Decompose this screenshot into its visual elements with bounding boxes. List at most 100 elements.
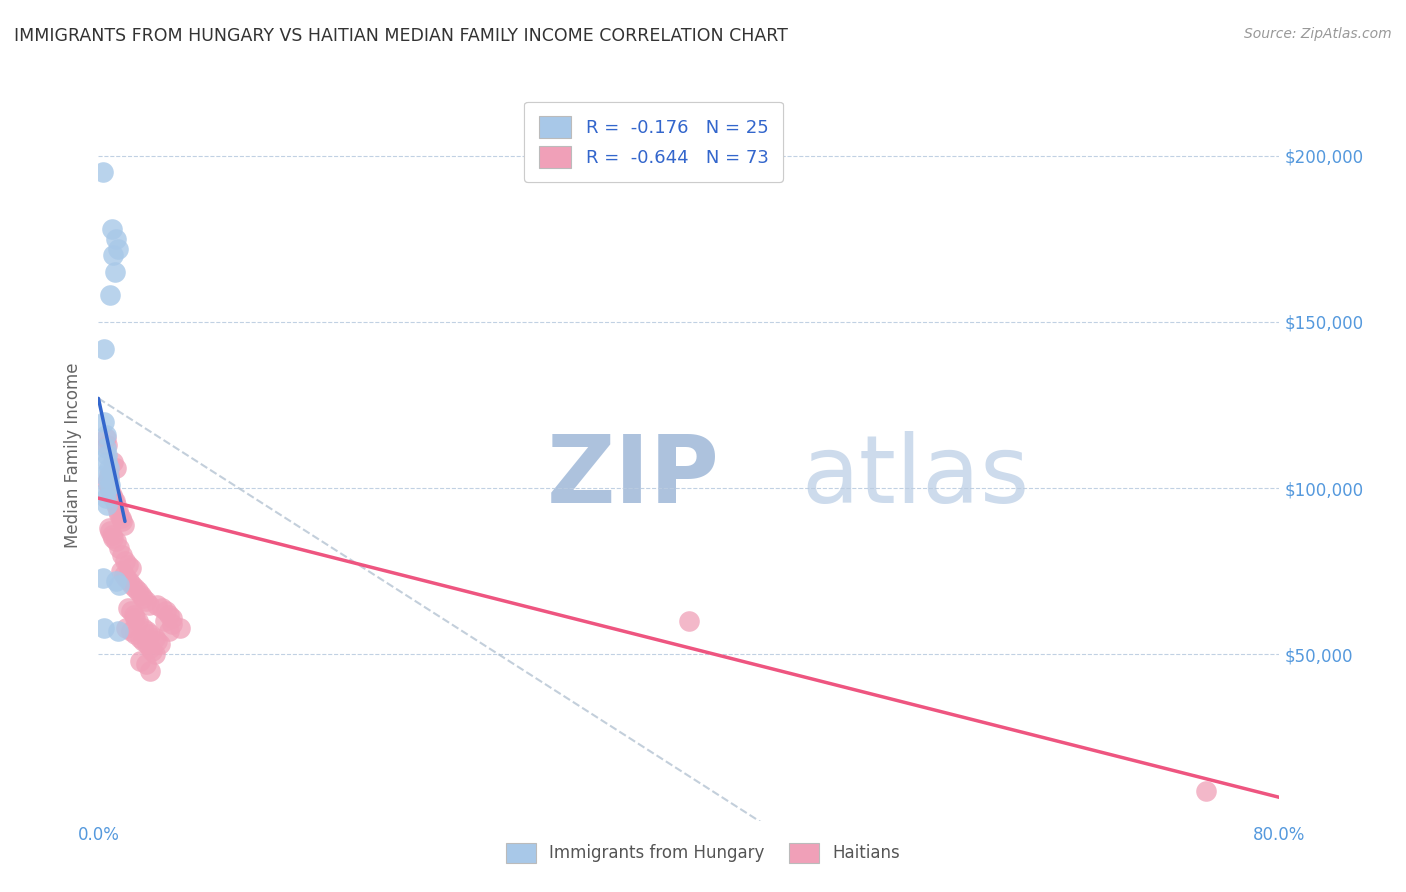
Point — [157, 624, 180, 639]
Point — [97, 471, 120, 485]
Point — [146, 634, 169, 648]
Point — [91, 571, 114, 585]
Point — [103, 454, 125, 468]
Point — [124, 581, 146, 595]
Point — [103, 248, 125, 262]
Point — [93, 467, 115, 482]
Point — [111, 515, 134, 529]
Point — [121, 577, 143, 591]
Point — [93, 342, 115, 356]
Point — [157, 607, 180, 622]
Point — [138, 598, 160, 612]
Point — [127, 584, 149, 599]
Point — [98, 524, 121, 539]
Point — [96, 475, 118, 489]
Point — [110, 511, 132, 525]
Point — [105, 498, 128, 512]
Point — [118, 574, 141, 589]
Point — [139, 664, 162, 678]
Text: atlas: atlas — [801, 431, 1029, 523]
Point — [111, 548, 134, 562]
Point — [149, 637, 172, 651]
Point — [97, 481, 120, 495]
Point — [120, 561, 142, 575]
Point — [155, 604, 177, 618]
Point — [94, 442, 117, 456]
Point — [107, 242, 129, 256]
Point — [127, 614, 149, 628]
Point — [103, 491, 125, 505]
Point — [96, 498, 118, 512]
Point — [112, 517, 135, 532]
Point — [96, 454, 118, 468]
Point — [141, 644, 163, 658]
Point — [100, 527, 122, 541]
Point — [169, 621, 191, 635]
Point — [115, 571, 138, 585]
Point — [136, 624, 159, 639]
Point — [143, 631, 166, 645]
Text: ZIP: ZIP — [547, 431, 720, 523]
Point — [97, 467, 120, 482]
Legend: Immigrants from Hungary, Haitians: Immigrants from Hungary, Haitians — [494, 831, 912, 875]
Point — [120, 604, 142, 618]
Point — [124, 627, 146, 641]
Point — [100, 488, 122, 502]
Point — [94, 484, 117, 499]
Point — [120, 624, 142, 639]
Y-axis label: Median Family Income: Median Family Income — [65, 362, 83, 548]
Point — [122, 607, 145, 622]
Point — [108, 577, 131, 591]
Point — [112, 567, 135, 582]
Point — [103, 531, 125, 545]
Point — [153, 614, 176, 628]
Point — [678, 614, 700, 628]
Point — [104, 265, 127, 279]
Legend: R =  -0.176   N = 25, R =  -0.644   N = 73: R = -0.176 N = 25, R = -0.644 N = 73 — [524, 102, 783, 182]
Point — [97, 461, 120, 475]
Point — [105, 574, 128, 589]
Point — [117, 600, 139, 615]
Point — [162, 617, 183, 632]
Point — [132, 591, 155, 605]
Point — [114, 554, 136, 568]
Point — [96, 438, 118, 452]
Point — [108, 508, 131, 522]
Point — [162, 611, 183, 625]
Point — [1195, 783, 1218, 797]
Point — [93, 621, 115, 635]
Text: IMMIGRANTS FROM HUNGARY VS HAITIAN MEDIAN FAMILY INCOME CORRELATION CHART: IMMIGRANTS FROM HUNGARY VS HAITIAN MEDIA… — [14, 27, 787, 45]
Point — [94, 491, 117, 505]
Point — [135, 657, 157, 672]
Point — [96, 448, 118, 462]
Point — [132, 621, 155, 635]
Point — [107, 504, 129, 518]
Point — [97, 521, 120, 535]
Point — [150, 600, 173, 615]
Point — [105, 461, 128, 475]
Point — [108, 541, 131, 555]
Point — [94, 431, 117, 445]
Point — [129, 588, 152, 602]
Point — [135, 594, 157, 608]
Text: Source: ZipAtlas.com: Source: ZipAtlas.com — [1244, 27, 1392, 41]
Point — [105, 232, 128, 246]
Point — [124, 611, 146, 625]
Point — [107, 624, 129, 639]
Point — [104, 494, 127, 508]
Point — [91, 165, 114, 179]
Point — [100, 222, 122, 236]
Point — [146, 598, 169, 612]
Point — [128, 654, 150, 668]
Point — [98, 288, 121, 302]
Point — [98, 478, 121, 492]
Point — [93, 415, 115, 429]
Point — [105, 534, 128, 549]
Point — [115, 621, 138, 635]
Point — [128, 631, 150, 645]
Point — [139, 627, 162, 641]
Point — [117, 558, 139, 572]
Point — [110, 564, 132, 578]
Point — [98, 484, 121, 499]
Point — [94, 428, 117, 442]
